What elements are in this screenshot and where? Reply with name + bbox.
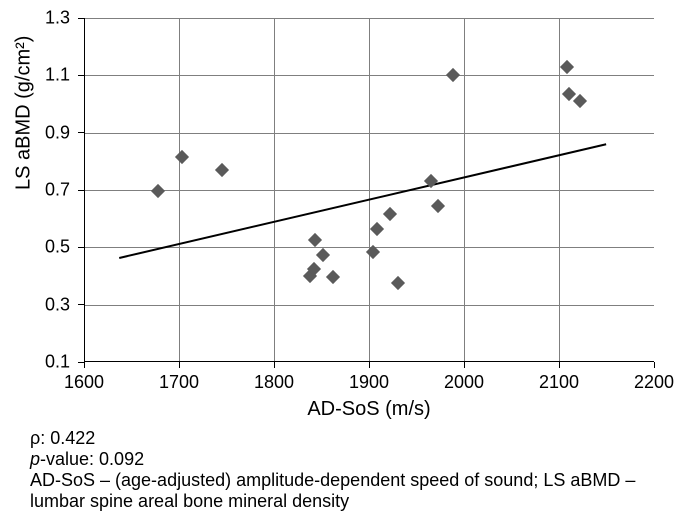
tick-label-x: 1800 (254, 372, 294, 393)
data-point (151, 184, 165, 198)
data-point (383, 207, 397, 221)
data-point (370, 222, 384, 236)
gridline-v (559, 18, 560, 362)
data-point (316, 247, 330, 261)
tick-mark-x (179, 362, 180, 368)
tick-mark-y (78, 190, 84, 191)
tick-label-x: 2100 (539, 372, 579, 393)
figure-root: ρ: 0.422p-value: 0.092AD-SoS – (age-adju… (0, 0, 678, 514)
footnote-line: lumbar spine areal bone mineral density (30, 491, 635, 512)
data-point (308, 233, 322, 247)
footnote-line: AD-SoS – (age-adjusted) amplitude-depend… (30, 470, 635, 491)
gridline-v (179, 18, 180, 362)
tick-mark-y (78, 132, 84, 133)
plot-area (84, 18, 654, 362)
tick-label-y: 0.5 (45, 237, 70, 258)
axis-border (84, 18, 85, 362)
tick-mark-x (274, 362, 275, 368)
data-point (431, 199, 445, 213)
tick-label-y: 0.9 (45, 122, 70, 143)
trend-line (119, 144, 607, 260)
tick-label-y: 0.3 (45, 294, 70, 315)
gridline-v (369, 18, 370, 362)
tick-label-y: 0.7 (45, 180, 70, 201)
data-point (175, 150, 189, 164)
footnote-line: p-value: 0.092 (30, 449, 635, 470)
tick-mark-x (654, 362, 655, 368)
tick-mark-y (78, 247, 84, 248)
gridline-v (274, 18, 275, 362)
data-point (446, 68, 460, 82)
tick-mark-x (559, 362, 560, 368)
footnote-line: ρ: 0.422 (30, 428, 635, 449)
tick-label-x: 2200 (634, 372, 674, 393)
tick-label-y: 0.1 (45, 352, 70, 373)
tick-label-y: 1.1 (45, 65, 70, 86)
tick-mark-x (369, 362, 370, 368)
tick-label-y: 1.3 (45, 8, 70, 29)
data-point (573, 94, 587, 108)
footnotes: ρ: 0.422p-value: 0.092AD-SoS – (age-adju… (30, 428, 635, 512)
tick-label-x: 1700 (159, 372, 199, 393)
gridline-v (464, 18, 465, 362)
tick-mark-y (78, 304, 84, 305)
axis-label-y: LS aBMD (g/cm²) (13, 36, 36, 190)
data-point (326, 270, 340, 284)
data-point (560, 60, 574, 74)
axis-label-x: AD-SoS (m/s) (307, 398, 430, 421)
tick-mark-x (84, 362, 85, 368)
tick-label-x: 2000 (444, 372, 484, 393)
tick-mark-y (78, 75, 84, 76)
tick-mark-x (464, 362, 465, 368)
data-point (215, 163, 229, 177)
tick-label-x: 1900 (349, 372, 389, 393)
data-point (390, 276, 404, 290)
tick-mark-y (78, 18, 84, 19)
tick-label-x: 1600 (64, 372, 104, 393)
